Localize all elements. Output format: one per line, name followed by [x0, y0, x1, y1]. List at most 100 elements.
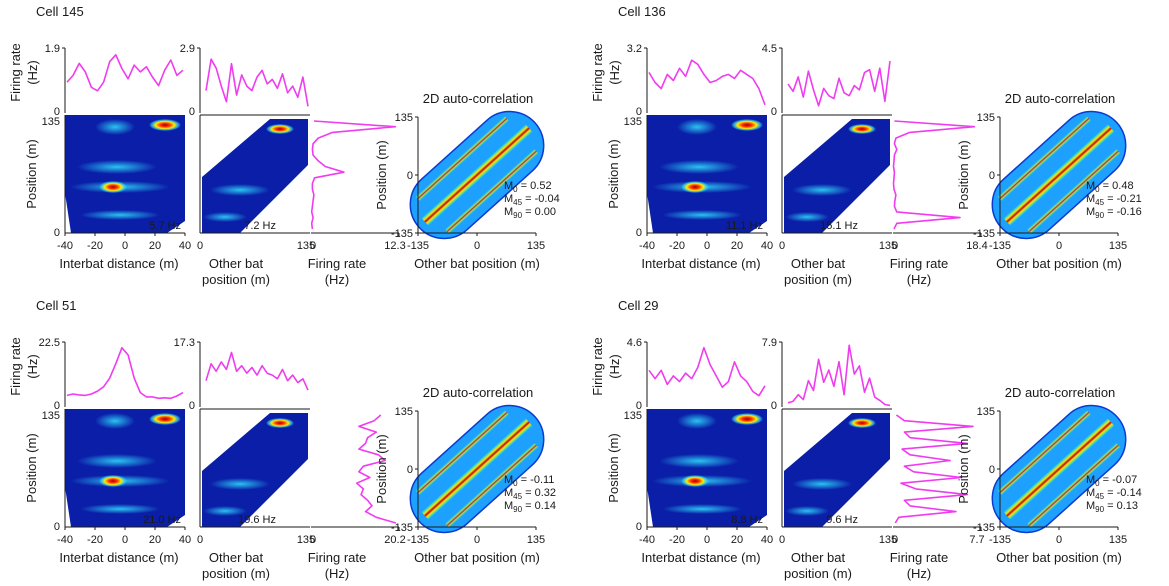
map-other-field — [202, 413, 308, 527]
tuning-ytick-label: 4.6 — [627, 337, 642, 349]
metric-m90: M90 = 0.13 — [1086, 500, 1138, 514]
metric-m0: M0 = 0.52 — [504, 180, 552, 194]
dist-axis-label: Interbat distance (m) — [59, 550, 178, 565]
map-other-peak — [266, 418, 294, 428]
firing-rate-unit: (Hz) — [25, 354, 40, 379]
other-ytick-label: 4.5 — [762, 43, 777, 55]
cell-title: Cell 145 — [36, 4, 84, 19]
autocorr-ylabel: Position (m) — [956, 434, 971, 503]
dist-tick-label: 40 — [179, 240, 191, 252]
other-axis-label: position (m) — [784, 566, 852, 581]
peak-rate-other: 15.1 Hz — [820, 220, 858, 232]
map-distance-peak — [149, 119, 181, 131]
position-profile-curve — [355, 414, 397, 524]
dist-tick-label: -40 — [57, 534, 73, 546]
dist-tick-label: -40 — [639, 534, 655, 546]
position-profile-curve — [892, 120, 976, 230]
map-other-field — [202, 119, 308, 233]
dist-tick-label: -40 — [57, 240, 73, 252]
other-axis-label: position (m) — [784, 272, 852, 287]
rate-axis-label: Firing rate — [308, 256, 367, 271]
map-distance-band — [662, 504, 742, 514]
peak-rate-distance: 5.7 Hz — [149, 220, 181, 232]
map-distance-peak — [99, 181, 127, 193]
other-axis-label: position (m) — [202, 272, 270, 287]
autocorr-xlabel: Other bat position (m) — [996, 550, 1122, 565]
tuning-ytick-label: 3.2 — [627, 43, 642, 55]
other-ytick-label: 17.3 — [174, 337, 195, 349]
autocorr-xtick-label: 0 — [1056, 240, 1062, 252]
map-distance-peak — [731, 119, 763, 131]
autocorr-map — [409, 404, 545, 534]
autocorr-title: 2D auto-correlation — [1005, 385, 1116, 400]
autocorr-map — [409, 110, 545, 240]
autocorr-band — [445, 442, 539, 528]
autocorr-band — [1027, 148, 1121, 234]
autocorr-center-band — [421, 418, 533, 520]
other-tick-label: 0 — [779, 240, 785, 252]
autocorr-center-band — [421, 124, 533, 226]
map-distance — [647, 115, 767, 233]
autocorr-center-band — [1003, 124, 1115, 226]
peak-rate-distance: 11.1 Hz — [726, 220, 763, 232]
map-other-band — [203, 506, 247, 516]
autocorr-ytick-label: -135 — [973, 522, 995, 534]
dist-tick-label: -20 — [87, 240, 103, 252]
autocorr-xtick-label: -135 — [989, 240, 1011, 252]
position-profile-curve — [894, 414, 974, 524]
tuning-curve-other — [787, 344, 891, 407]
other-axis-label: Other bat — [791, 256, 846, 271]
peak-rate-distance: 8.8 Hz — [731, 514, 763, 526]
map-other — [202, 413, 308, 527]
map-distance-patch — [677, 119, 717, 135]
tuning-curve-other — [205, 351, 309, 391]
dist-tick-label: 40 — [179, 534, 191, 546]
peak-rate-other: 9.6 Hz — [826, 514, 858, 526]
autocorr-xlabel: Other bat position (m) — [414, 550, 540, 565]
metric-m90: M90 = 0.00 — [504, 206, 556, 220]
autocorr-band — [1027, 442, 1121, 528]
dist-tick-label: 20 — [149, 534, 161, 546]
map-distance-peak — [99, 475, 127, 487]
tuning-ytick-label: 1.9 — [45, 43, 60, 55]
map-distance-patch — [677, 413, 717, 429]
position-label: Position (m) — [606, 433, 621, 502]
metric-m90: M90 = 0.14 — [504, 500, 556, 514]
other-tick-label: 0 — [197, 534, 203, 546]
position-profile-curve — [310, 120, 397, 230]
rate-axis-label: Firing rate — [890, 256, 949, 271]
other-tick-label: 135 — [297, 240, 315, 252]
map-distance — [65, 409, 185, 527]
dist-tick-label: 20 — [149, 240, 161, 252]
peak-rate-other: 7.2 Hz — [244, 220, 276, 232]
pos-tick-label: 0 — [636, 521, 642, 533]
other-tick-label: 135 — [879, 534, 897, 546]
map-other-band — [785, 212, 829, 222]
rate-axis-label: (Hz) — [325, 272, 350, 287]
rate-tick-label: 0 — [310, 534, 316, 546]
tuning-ytick-label: 0 — [54, 400, 60, 412]
autocorr-xtick-label: 0 — [474, 240, 480, 252]
firing-rate-unit: (Hz) — [607, 60, 622, 85]
pos-tick-label: 135 — [624, 116, 642, 128]
other-tick-label: 0 — [779, 534, 785, 546]
autocorr-ytick-label: 0 — [407, 170, 413, 182]
metric-m0: M0 = -0.07 — [1086, 474, 1137, 488]
pos-tick-label: 0 — [54, 227, 60, 239]
autocorr-ytick-label: 0 — [407, 464, 413, 476]
rate-axis-label: (Hz) — [907, 272, 932, 287]
map-distance-patch — [77, 160, 157, 174]
firing-rate-label: Firing rate — [8, 43, 23, 102]
map-other-field — [784, 413, 890, 527]
autocorr-xtick-label: 135 — [1109, 534, 1127, 546]
map-other-band — [210, 478, 270, 490]
pos-tick-label: 0 — [636, 227, 642, 239]
dist-tick-label: 20 — [731, 534, 743, 546]
map-other-band — [785, 506, 829, 516]
autocorr-xtick-label: -135 — [407, 240, 429, 252]
autocorr-title: 2D auto-correlation — [1005, 91, 1116, 106]
